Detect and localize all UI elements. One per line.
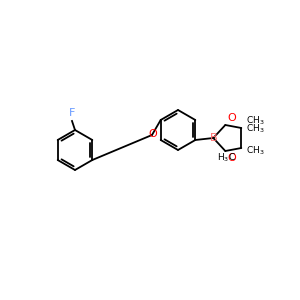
Text: O: O [227,113,236,123]
Text: B: B [209,133,217,143]
Text: CH$_3$: CH$_3$ [246,123,265,135]
Text: O: O [227,153,236,163]
Text: CH$_3$: CH$_3$ [246,145,265,157]
Text: O: O [148,129,158,139]
Text: H$_3$C: H$_3$C [218,152,236,164]
Text: F: F [69,108,75,118]
Text: CH$_3$: CH$_3$ [246,115,265,127]
